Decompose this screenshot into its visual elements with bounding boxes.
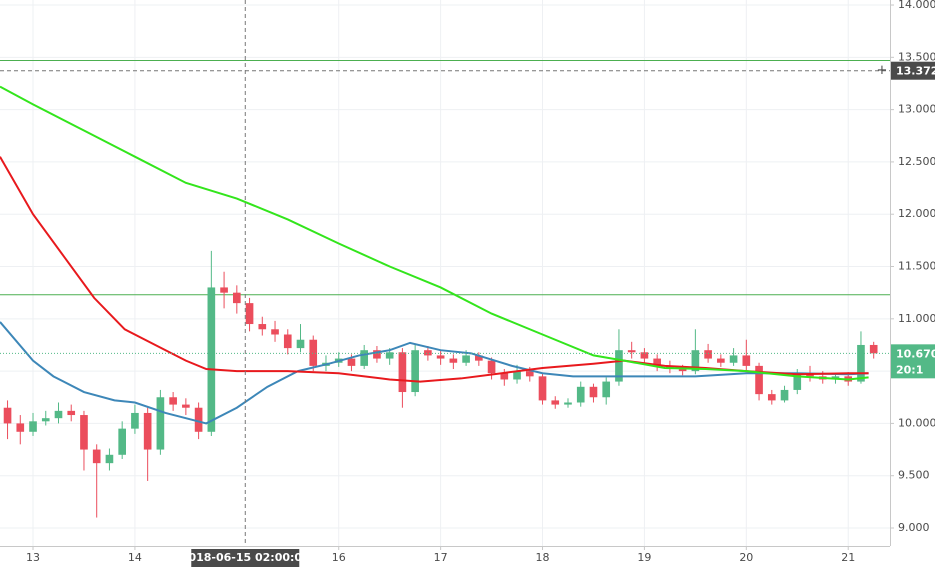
x-tick-label: 19 <box>637 551 651 564</box>
y-tick-label: 10.000 <box>898 416 935 429</box>
candle-body <box>245 303 254 325</box>
candle-body <box>436 355 445 359</box>
candle-body <box>118 428 127 455</box>
candle-body <box>143 412 152 450</box>
candle-body <box>475 355 483 361</box>
moving-average <box>0 321 869 425</box>
candle-body <box>309 339 318 366</box>
candle-body <box>755 365 763 395</box>
y-tick-label: 9.000 <box>898 521 930 534</box>
y-tick-label: 13.000 <box>898 103 935 116</box>
crosshair-x-label: 2018-06-15 02:00:00 <box>181 551 310 564</box>
candle-body <box>373 350 381 359</box>
candle-body <box>525 371 534 377</box>
y-tick-label: 13.500 <box>898 50 935 63</box>
crosshair-x-badge <box>191 549 300 567</box>
candle-body <box>207 287 216 432</box>
moving-average <box>0 85 869 381</box>
candle-body <box>169 397 177 405</box>
candle-body <box>398 352 407 393</box>
candle-body <box>424 350 432 356</box>
candle-body <box>16 423 25 432</box>
candle-body <box>41 418 50 422</box>
candle-body <box>678 369 687 372</box>
candle-body <box>258 324 267 330</box>
candle-body <box>551 400 560 405</box>
candle-body <box>194 407 203 432</box>
candle-body <box>347 358 356 366</box>
x-tick-label: 16 <box>332 551 346 564</box>
candle-body <box>742 355 751 366</box>
candle-body <box>869 344 878 354</box>
candle-body <box>360 350 369 366</box>
x-tick-label: 14 <box>128 551 142 564</box>
crosshair-y-label: 13.372 <box>896 65 935 78</box>
candle-body <box>627 350 636 353</box>
candle-body <box>67 410 76 416</box>
candle-body <box>704 350 712 359</box>
candle-body <box>462 355 470 363</box>
y-tick-label: 9.500 <box>898 469 930 482</box>
candle-body <box>500 373 509 380</box>
candle-body <box>105 454 114 464</box>
candle-body <box>538 376 547 401</box>
x-tick-label: 18 <box>536 551 550 564</box>
candle-body <box>296 339 305 349</box>
y-tick-label: 11.000 <box>898 312 935 325</box>
candle-body <box>411 350 419 393</box>
x-tick-label: 17 <box>434 551 448 564</box>
candle-body <box>80 415 88 450</box>
candle-body <box>29 421 37 432</box>
candle-body <box>92 449 101 464</box>
candle-body <box>449 358 458 363</box>
candle-body <box>589 386 598 398</box>
candle-body <box>793 373 802 390</box>
candle-body <box>729 355 738 363</box>
x-tick-label: 21 <box>841 551 855 564</box>
candle-body <box>182 404 190 408</box>
candle-body <box>220 287 228 293</box>
y-tick-label: 11.500 <box>898 260 935 273</box>
candle-body <box>131 412 139 429</box>
candle-body <box>385 352 394 359</box>
candle-body <box>857 344 865 382</box>
candle-body <box>780 389 789 401</box>
x-tick-label: 13 <box>26 551 40 564</box>
y-tick-label: 12.000 <box>898 207 935 220</box>
crosshair-y-badge <box>891 61 935 80</box>
candle-body <box>576 386 585 403</box>
bar-countdown: 20:1 <box>896 363 923 376</box>
crosshair-plus: + <box>877 63 888 78</box>
last-price-badge <box>891 344 935 379</box>
candle-body <box>691 350 700 372</box>
candle-body <box>717 358 725 363</box>
candle-body <box>283 334 292 349</box>
candle-body <box>767 394 776 401</box>
candle-body <box>3 407 12 424</box>
candle-body <box>54 410 63 419</box>
candle-body <box>615 350 623 382</box>
candle-body <box>513 371 521 380</box>
last-price-label: 10.670 <box>896 347 935 360</box>
y-tick-label: 14.000 <box>898 0 935 11</box>
candle-body <box>602 381 611 398</box>
candle-body <box>271 329 279 335</box>
y-tick-label: 12.500 <box>898 155 935 168</box>
candle-body <box>487 360 496 374</box>
candle-body <box>564 402 572 405</box>
candle-body <box>156 397 165 450</box>
candle-body <box>640 352 649 359</box>
candle-body <box>653 358 661 366</box>
x-tick-label: 20 <box>739 551 753 564</box>
candle-body <box>232 292 241 304</box>
